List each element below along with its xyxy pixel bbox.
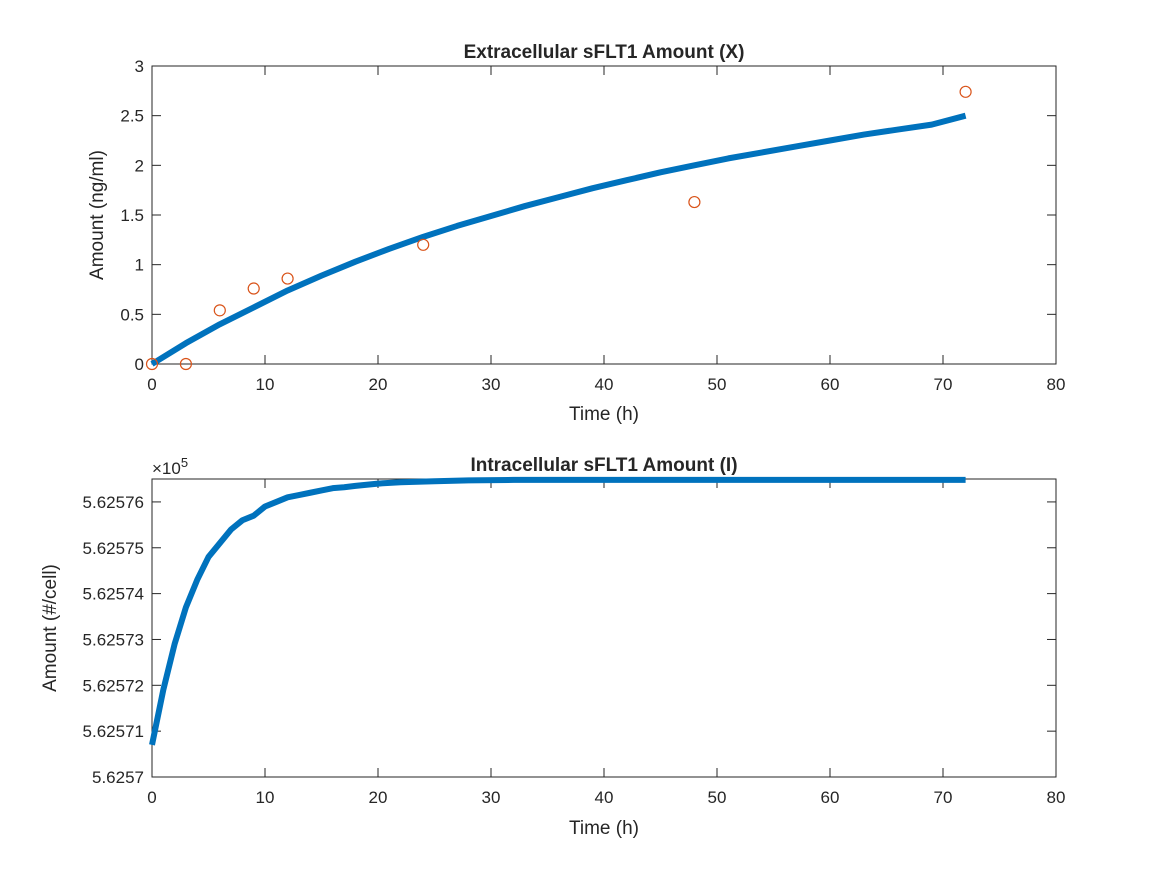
data-point: [213, 304, 226, 317]
y-tick-label: 5.62576: [83, 493, 144, 512]
ticks-top: 0 10 20 30 40 50 60 70 80 0 0.5 1 1.5 2 2.5 3: [120, 57, 1065, 394]
x-tick-label: 60: [821, 788, 840, 807]
plot-area-bottom: [151, 478, 1057, 778]
data-point: [281, 272, 294, 285]
y-tick-label: 0.5: [120, 305, 144, 324]
x-tick-label: 30: [482, 788, 501, 807]
series-bottom: [149, 476, 966, 746]
chart-intracellular: Intracellular sFLT1 Amount (I) ×105 Time…: [40, 455, 1065, 839]
series-line: [149, 476, 966, 746]
x-axis-label-top: Time (h): [569, 404, 639, 425]
x-tick-label: 30: [482, 375, 501, 394]
y-tick-label: 3: [135, 57, 144, 76]
x-tick-label: 60: [821, 375, 840, 394]
x-tick-label: 0: [147, 788, 156, 807]
chart-title-top: Extracellular sFLT1 Amount (X): [464, 42, 745, 63]
y-exponent-label: ×105: [152, 455, 188, 478]
x-tick-label: 10: [256, 788, 275, 807]
data-point: [247, 282, 260, 295]
y-tick-label: 2: [135, 156, 144, 175]
chart-title-bottom: Intracellular sFLT1 Amount (I): [470, 455, 737, 476]
data-point: [179, 357, 192, 371]
data-point: [417, 238, 430, 251]
x-tick-label: 40: [595, 788, 614, 807]
y-tick-label: 2.5: [120, 107, 144, 126]
y-tick-label: 5.6257: [92, 768, 144, 787]
data-point: [145, 357, 159, 371]
x-tick-label: 40: [595, 375, 614, 394]
ticks-bottom: 0 10 20 30 40 50 60 70 80 5.6257 5.62571 5.62572 5.6…: [83, 479, 1066, 807]
y-axis-label-bottom: Amount (#/cell): [40, 564, 61, 692]
series-line: [150, 112, 967, 367]
chart-extracellular: Extracellular sFLT1 Amount (X) Time (h) …: [87, 42, 1065, 425]
y-tick-label: 5.62574: [83, 585, 144, 604]
plot-area-top: [151, 65, 1057, 365]
x-tick-label: 80: [1047, 788, 1066, 807]
x-tick-label: 10: [256, 375, 275, 394]
x-axis-label-bottom: Time (h): [569, 818, 639, 839]
x-tick-label: 0: [147, 375, 156, 394]
y-tick-label: 5.62572: [83, 676, 144, 695]
y-tick-label: 5.62573: [83, 630, 144, 649]
y-axis-label-top: Amount (ng/ml): [87, 150, 108, 280]
x-tick-label: 70: [934, 375, 953, 394]
x-tick-label: 80: [1047, 375, 1066, 394]
y-tick-label: 1.5: [120, 206, 144, 225]
x-tick-label: 20: [369, 375, 388, 394]
x-tick-label: 50: [708, 788, 727, 807]
data-point: [688, 195, 701, 209]
series-top: [145, 85, 972, 371]
y-tick-label: 0: [135, 355, 144, 374]
y-tick-label: 5.62571: [83, 722, 144, 741]
x-tick-label: 70: [934, 788, 953, 807]
x-tick-label: 50: [708, 375, 727, 394]
x-tick-label: 20: [369, 788, 388, 807]
y-tick-label: 1: [135, 256, 144, 275]
y-tick-label: 5.62575: [83, 539, 144, 558]
data-point: [959, 85, 972, 98]
